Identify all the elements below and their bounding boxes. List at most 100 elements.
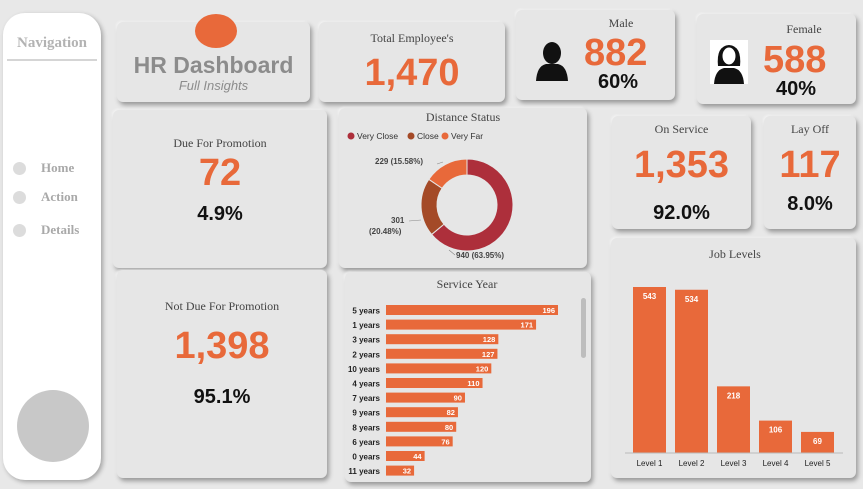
female-label: Female — [786, 22, 822, 36]
bar — [386, 451, 425, 461]
category-label: 4 years — [352, 380, 380, 389]
data-label: 128 — [483, 335, 496, 344]
on-service-percent: 92.0% — [653, 202, 710, 224]
not-due-promotion-label: Not Due For Promotion — [164, 299, 280, 313]
legend-label: Very Close — [357, 131, 398, 141]
lay-off-card: Lay Off 117 8.0% — [764, 116, 856, 229]
bar — [759, 420, 792, 453]
donut-slice — [430, 158, 514, 252]
bullet-icon — [13, 161, 26, 175]
job-levels-card: Job Levels 543 Level 1 534 Level 2 218 Level 3… — [611, 238, 856, 478]
data-label: (20.48%) — [369, 227, 402, 236]
not-due-promotion-value: 1,398 — [174, 325, 270, 367]
category-label: Level 5 — [805, 459, 831, 468]
category-label: 6 years — [352, 438, 380, 447]
leader-line — [448, 249, 456, 256]
data-label: 44 — [413, 452, 422, 461]
bar — [386, 319, 537, 330]
total-employees-value: 1,470 — [364, 52, 460, 94]
due-promotion-value: 72 — [198, 152, 242, 194]
bar — [386, 392, 465, 403]
legend-label: Close — [417, 131, 439, 141]
bar — [386, 378, 483, 388]
male-card: Male 882 60% — [516, 10, 675, 100]
data-label: 32 — [403, 467, 411, 476]
bar — [675, 289, 708, 453]
total-employees-card: Total Employee's 1,470 — [319, 22, 505, 102]
bar — [386, 436, 453, 447]
data-label: 106 — [769, 426, 783, 435]
female-card: Female 588 40% — [697, 14, 856, 104]
data-label: 171 — [521, 321, 534, 330]
bar — [633, 287, 666, 453]
scrollbar[interactable] — [581, 298, 586, 358]
nav-item-action[interactable]: Action — [13, 189, 78, 205]
nav-item-home[interactable]: Home — [13, 160, 74, 176]
distance-status-card: Distance Status Very Close Close Very Far 94… — [339, 108, 587, 268]
bar — [386, 363, 492, 374]
bar — [717, 386, 750, 453]
category-label: Level 3 — [721, 459, 747, 468]
due-promotion-label: Due For Promotion — [173, 136, 267, 150]
data-label: 301 — [391, 216, 405, 225]
female-icon — [710, 40, 748, 84]
legend-marker — [407, 132, 415, 140]
category-label: Level 4 — [763, 459, 789, 468]
data-label: 127 — [482, 350, 495, 359]
data-label: 196 — [542, 306, 555, 315]
total-employees-label: Total Employee's — [370, 31, 454, 45]
leader-line — [408, 219, 422, 222]
logo-circle — [195, 14, 237, 48]
nav-item-label: Action — [41, 189, 78, 204]
bar — [386, 348, 498, 359]
data-label: 69 — [813, 437, 822, 446]
due-promotion-percent: 4.9% — [197, 203, 243, 225]
category-label: 9 years — [352, 409, 380, 418]
female-percent: 40% — [776, 78, 817, 100]
data-label: 120 — [476, 364, 489, 373]
navigation-title: Navigation — [16, 35, 87, 51]
category-label: 7 years — [352, 394, 380, 403]
on-service-value: 1,353 — [633, 144, 730, 186]
category-label: 8 years — [352, 423, 380, 432]
bar — [386, 407, 458, 418]
profile-avatar[interactable] — [17, 390, 89, 462]
data-label: 82 — [447, 408, 455, 417]
lay-off-percent: 8.0% — [787, 193, 833, 215]
male-label: Male — [608, 16, 634, 30]
bar — [801, 431, 834, 453]
header-card: HR Dashboard Full Insights — [117, 14, 310, 102]
category-label: 11 years — [348, 467, 380, 476]
bar — [386, 465, 415, 476]
female-value: 588 — [763, 39, 827, 81]
male-value: 882 — [584, 32, 648, 74]
male-percent: 60% — [598, 71, 639, 93]
bullet-icon — [13, 190, 26, 204]
service-year-card: Service Year 5 years 196 1 years 171 3 years 1… — [345, 272, 591, 482]
on-service-card: On Service 1,353 92.0% — [612, 116, 751, 229]
category-label: 1 years — [352, 321, 380, 330]
lay-off-label: Lay Off — [790, 122, 830, 136]
male-icon — [536, 42, 568, 81]
data-label: 534 — [685, 295, 699, 304]
lay-off-value: 117 — [779, 144, 841, 186]
nav-item-details[interactable]: Details — [13, 222, 79, 238]
not-due-promotion-percent: 95.1% — [193, 386, 251, 408]
category-label: Level 2 — [679, 459, 705, 468]
distance-status-chart: Distance Status Very Close Close Very Far 94… — [347, 110, 514, 260]
leader-line — [436, 161, 444, 165]
bar — [386, 305, 558, 315]
nav-item-label: Home — [41, 160, 75, 175]
page-subtitle: Full Insights — [178, 78, 249, 93]
category-label: Level 1 — [637, 459, 663, 468]
nav-item-label: Details — [41, 222, 80, 237]
not-due-promotion-card: Not Due For Promotion 1,398 95.1% — [117, 270, 327, 478]
due-promotion-card: Due For Promotion 72 4.9% — [113, 110, 327, 268]
on-service-label: On Service — [654, 122, 709, 136]
legend-label: Very Far — [451, 131, 483, 141]
legend-marker — [347, 132, 355, 140]
category-label: 2 years — [352, 350, 380, 359]
page-title: HR Dashboard — [133, 52, 294, 78]
navigation-panel: Navigation Home Action Details — [3, 13, 101, 480]
category-label: 5 years — [352, 307, 380, 316]
